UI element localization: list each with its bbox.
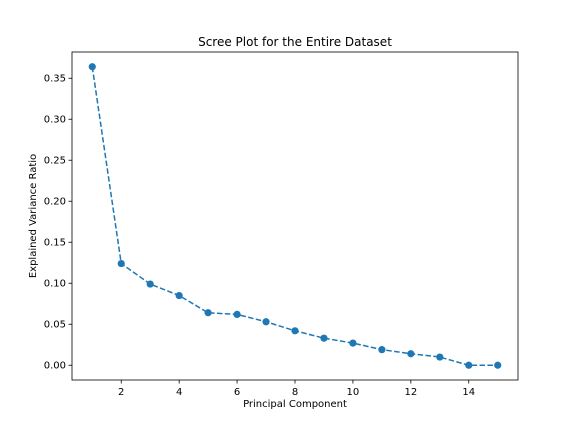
- data-point: [146, 280, 154, 288]
- x-tick-label: 14: [462, 387, 475, 398]
- x-tick-label: 2: [118, 387, 124, 398]
- x-tick-label: 4: [176, 387, 182, 398]
- data-point: [233, 310, 241, 318]
- data-point: [407, 350, 415, 358]
- y-tick-label: 0.15: [44, 238, 66, 249]
- data-point: [262, 318, 270, 326]
- data-point: [494, 361, 502, 369]
- y-tick-label: 0.35: [44, 74, 66, 85]
- x-axis-title: Principal Component: [243, 399, 347, 410]
- data-point: [204, 309, 212, 317]
- data-point: [320, 334, 328, 342]
- y-tick-label: 0.00: [44, 361, 66, 372]
- x-tick-label: 10: [347, 387, 360, 398]
- x-tick-label: 6: [234, 387, 240, 398]
- data-point: [291, 327, 299, 335]
- data-point: [465, 361, 473, 369]
- data-point: [175, 291, 183, 300]
- y-tick-label: 0.30: [44, 115, 66, 126]
- chart-title: Scree Plot for the Entire Dataset: [198, 35, 392, 49]
- y-tick-label: 0.05: [44, 320, 66, 331]
- y-axis-title: Explained Variance Ratio: [28, 154, 39, 278]
- x-tick-label: 8: [292, 387, 298, 398]
- y-tick-label: 0.20: [44, 197, 66, 208]
- y-tick-label: 0.10: [44, 279, 66, 290]
- data-point: [436, 353, 444, 361]
- data-point: [378, 346, 386, 354]
- data-point: [117, 259, 125, 268]
- y-tick-label: 0.25: [44, 156, 66, 167]
- x-tick-label: 12: [404, 387, 417, 398]
- data-point: [88, 63, 96, 71]
- data-point: [349, 339, 357, 347]
